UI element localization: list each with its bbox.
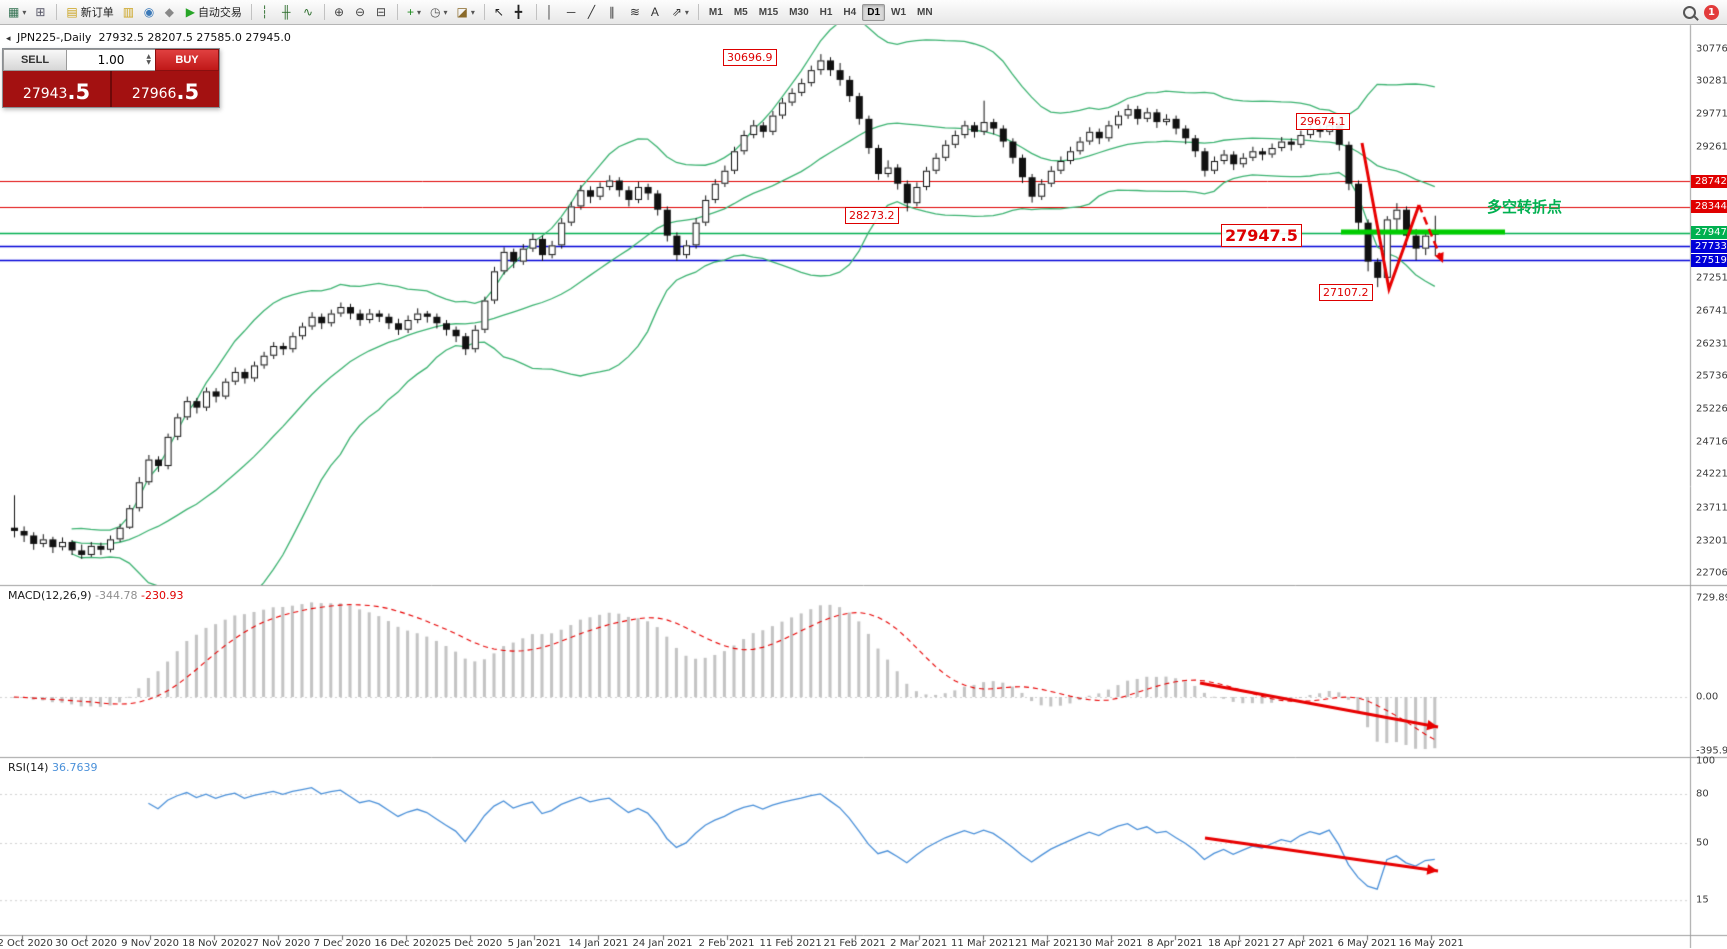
dropdown-caret-icon: ▾	[443, 7, 448, 17]
timeframe-d1[interactable]: D1	[862, 3, 886, 21]
account-button[interactable]: ◉	[140, 2, 160, 22]
crosshair-button[interactable]: ╋	[511, 2, 531, 22]
price-divider	[110, 71, 112, 107]
cursor-button[interactable]: ↖	[490, 2, 510, 22]
new-order-label: 新订单	[80, 7, 114, 19]
autotrading-button[interactable]: ▶ 自动交易	[182, 2, 246, 22]
text-tool-icon: A	[650, 5, 659, 19]
new-order-button[interactable]: ▤ 新订单	[62, 2, 117, 22]
toolbar-separator	[535, 4, 537, 20]
zoom-out-button[interactable]: ⊖	[351, 2, 371, 22]
arrange-windows-button[interactable]: ⊟	[372, 2, 392, 22]
indicators-icon: +	[406, 5, 414, 19]
toolbar-separator	[396, 4, 398, 20]
timeframe-mn[interactable]: MN	[912, 4, 938, 21]
fibonacci-tool-button[interactable]: ≋	[626, 2, 646, 22]
price-annotation-label[interactable]: 27107.2	[1319, 284, 1373, 301]
timeframe-h1[interactable]: H1	[815, 4, 838, 21]
indicators-button[interactable]: + ▾	[403, 2, 425, 22]
hline-tool-button[interactable]: ─	[563, 2, 583, 22]
price-annotation-label[interactable]: 28273.2	[845, 207, 899, 224]
account-icon: ◉	[143, 5, 155, 19]
pivot-annotation-text[interactable]: 多空转折点	[1487, 198, 1563, 216]
toolbar-separator	[323, 4, 325, 20]
toolbar-separator	[697, 4, 699, 20]
zoom-out-icon: ⊖	[354, 5, 365, 19]
one-click-trading-panel: SELL 1.00 ▲ ▼ BUY 27943.5 27966.5	[2, 48, 220, 108]
timeframe-m15[interactable]: M15	[754, 4, 783, 21]
toolbar-separator	[483, 4, 485, 20]
timeframe-m30[interactable]: M30	[784, 4, 813, 21]
line-mode-icon: ∿	[302, 5, 313, 19]
templates-icon: ◪	[456, 5, 468, 19]
volume-field[interactable]: 1.00 ▲ ▼	[67, 49, 155, 71]
periods-icon: ◷	[429, 5, 441, 19]
vline-tool-button[interactable]: │	[542, 2, 562, 22]
candles-mode-button[interactable]: ╫	[278, 2, 298, 22]
search-icon[interactable]	[1683, 5, 1696, 19]
trendline-tool-button[interactable]: ╱	[584, 2, 604, 22]
hline-tool-icon: ─	[566, 5, 576, 19]
autotrading-label: 自动交易	[197, 7, 242, 19]
chart-list-icon: ⊞	[35, 5, 46, 19]
fibonacci-tool-icon: ≋	[629, 5, 640, 19]
templates-button[interactable]: ◪ ▾	[452, 2, 478, 22]
volume-value: 1.00	[97, 53, 125, 67]
community-button[interactable]: ◆	[161, 2, 181, 22]
sell-price[interactable]: 27943.5	[22, 80, 91, 104]
timeframe-h4[interactable]: H4	[838, 4, 861, 21]
bars-mode-icon: ┆	[260, 5, 269, 19]
candles-mode-icon: ╫	[281, 5, 291, 19]
collapse-panel-icon[interactable]: ◂	[6, 34, 11, 44]
periods-button[interactable]: ◷ ▾	[426, 2, 452, 22]
community-icon: ◆	[164, 5, 174, 19]
sell-button[interactable]: SELL	[3, 49, 67, 71]
cursor-icon: ↖	[493, 5, 504, 19]
chart-list-button[interactable]: ⊞	[31, 2, 51, 22]
chart-symbol-title: ◂ JPN225-,Daily 27932.5 28207.5 27585.0 …	[6, 31, 291, 44]
timeframe-m1[interactable]: M1	[704, 4, 728, 21]
zoom-in-button[interactable]: ⊕	[330, 2, 350, 22]
arrows-tool-button[interactable]: ⇗ ▾	[668, 2, 693, 22]
price-annotation-label[interactable]: 29674.1	[1296, 113, 1350, 130]
line-mode-button[interactable]: ∿	[299, 2, 319, 22]
ohlc-values-label: 27932.5 28207.5 27585.0 27945.0	[98, 31, 291, 44]
timeframe-w1[interactable]: W1	[886, 4, 911, 21]
toolbar-separator	[250, 4, 252, 20]
symbol-timeframe-label: JPN225-,Daily	[17, 31, 92, 44]
main-toolbar: ▦ ▾ ⊞ ▤ 新订单 ▥ ◉ ◆ ▶ 自动交易 ┆ ╫ ∿ ⊕ ⊖ ⊟ + ▾ ◷ ▾ ◪ ▾ ↖ ╋ │ ─ ╱ ∥ ≋ A ⇗ ▾ M1 M…	[0, 0, 1727, 25]
crosshair-icon: ╋	[514, 5, 523, 19]
arrows-tool-icon: ⇗	[671, 5, 682, 19]
dropdown-caret-icon: ▾	[22, 7, 27, 17]
autotrading-icon: ▶	[185, 5, 195, 19]
deposit-button[interactable]: ▥	[119, 2, 139, 22]
channel-tool-button[interactable]: ∥	[605, 2, 625, 22]
channel-tool-icon: ∥	[608, 5, 615, 19]
volume-down-icon[interactable]: ▼	[146, 59, 151, 66]
buy-button[interactable]: BUY	[155, 49, 219, 71]
notification-badge[interactable]: 1	[1704, 4, 1719, 20]
toolbar-right-area: 1	[1683, 4, 1723, 20]
dropdown-caret-icon: ▾	[416, 7, 421, 17]
deposit-icon: ▥	[122, 5, 135, 19]
timeframe-m5[interactable]: M5	[729, 4, 753, 21]
buy-price[interactable]: 27966.5	[131, 80, 200, 104]
dropdown-caret-icon: ▾	[470, 7, 475, 17]
price-annotation-label[interactable]: 30696.9	[723, 49, 777, 66]
volume-up-icon[interactable]: ▲	[146, 53, 151, 60]
bars-mode-button[interactable]: ┆	[257, 2, 277, 22]
dropdown-caret-icon: ▾	[684, 7, 689, 17]
price-annotation-label[interactable]: 27947.5	[1221, 224, 1302, 247]
new-chart-icon: ▦	[8, 5, 20, 19]
zoom-in-icon: ⊕	[333, 5, 344, 19]
arrange-windows-icon: ⊟	[375, 5, 386, 19]
vline-tool-icon: │	[545, 5, 554, 19]
text-tool-button[interactable]: A	[647, 2, 667, 22]
new-chart-button[interactable]: ▦ ▾	[4, 2, 30, 22]
toolbar-separator	[56, 4, 58, 20]
trendline-tool-icon: ╱	[587, 5, 596, 19]
new-order-icon: ▤	[66, 5, 78, 19]
